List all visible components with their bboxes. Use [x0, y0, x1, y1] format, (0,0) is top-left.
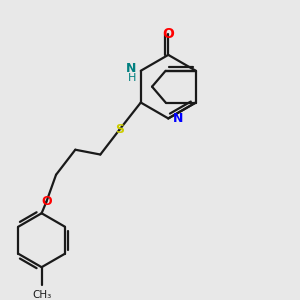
Text: S: S — [115, 123, 124, 136]
Text: O: O — [162, 27, 174, 41]
Text: N: N — [126, 62, 136, 75]
Text: CH₃: CH₃ — [32, 290, 51, 300]
Text: O: O — [41, 195, 52, 208]
Text: H: H — [128, 74, 136, 83]
Text: N: N — [173, 112, 184, 125]
